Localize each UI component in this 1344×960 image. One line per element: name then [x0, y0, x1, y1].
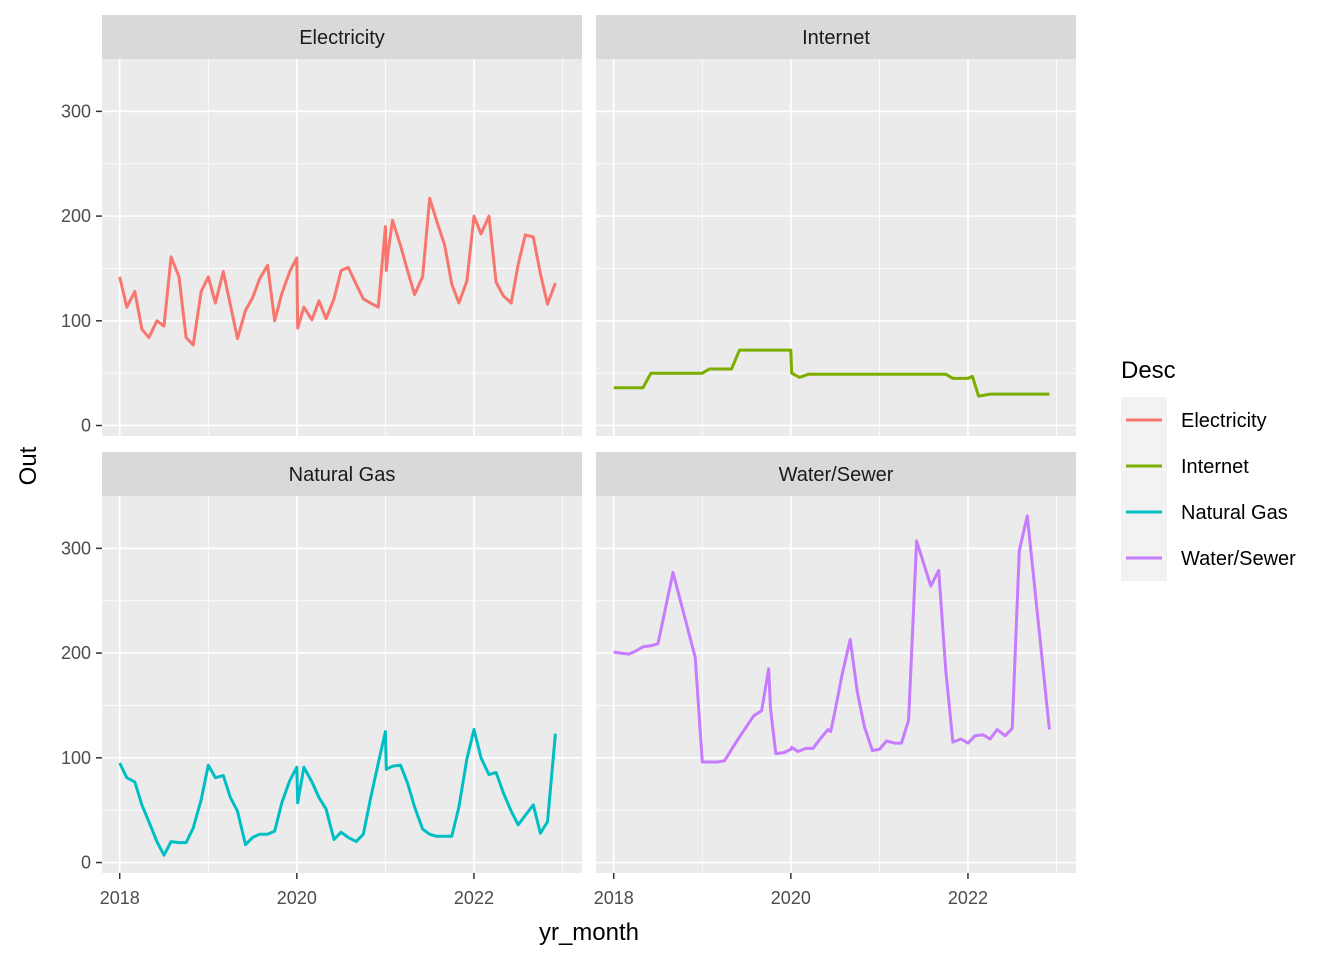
y-tick-label: 100 [61, 748, 91, 768]
x-tick-label: 2022 [454, 888, 494, 908]
panel-strip-label: Electricity [299, 27, 385, 49]
y-tick-label: 200 [61, 643, 91, 663]
panel-strip [596, 452, 1076, 496]
y-tick-label: 200 [61, 206, 91, 226]
panel-internet: Internet [596, 15, 1076, 436]
series-line-electricity [118, 196, 557, 347]
panel-background [596, 59, 1076, 436]
panel-strip-label: Internet [802, 27, 870, 49]
legend-label: Internet [1181, 456, 1249, 478]
y-axis-title: Out [15, 446, 42, 485]
panel-strip [102, 15, 582, 59]
panel-electricity: Electricity 0 100 200 300 [61, 15, 582, 436]
panel-strip-label: Water/Sewer [779, 464, 894, 486]
panel-water-sewer: Water/Sewer 2018 2020 2022 [594, 452, 1076, 908]
y-tick-label: 100 [61, 311, 91, 331]
series-line-natural-gas [118, 728, 557, 857]
panel-background [102, 496, 582, 873]
legend-label: Natural Gas [1181, 502, 1288, 524]
y-tick-label: 300 [61, 538, 91, 558]
panel-natural-gas: Natural Gas 0 100 200 300 2018 2020 2022 [61, 452, 582, 908]
y-tick-label: 0 [81, 853, 91, 873]
x-tick-label: 2018 [100, 888, 140, 908]
x-tick-label: 2018 [594, 888, 634, 908]
panel-background [102, 59, 582, 436]
x-axis-title: yr_month [539, 919, 639, 946]
legend-label: Electricity [1181, 410, 1267, 432]
legend: Desc Electricity Internet Natural Gas Water/… [1121, 357, 1296, 581]
x-tick-label: 2020 [771, 888, 811, 908]
panel-strip [102, 452, 582, 496]
x-tick-label: 2020 [277, 888, 317, 908]
series-line-internet [613, 348, 1050, 398]
x-tick-label: 2022 [948, 888, 988, 908]
legend-label: Water/Sewer [1181, 548, 1296, 570]
legend-title: Desc [1121, 357, 1176, 384]
y-tick-label: 0 [81, 416, 91, 436]
y-tick-label: 300 [61, 101, 91, 121]
panel-background [596, 496, 1076, 873]
series-line-water-sewer [613, 514, 1051, 764]
panel-strip-label: Natural Gas [289, 464, 396, 486]
panel-strip [596, 15, 1076, 59]
